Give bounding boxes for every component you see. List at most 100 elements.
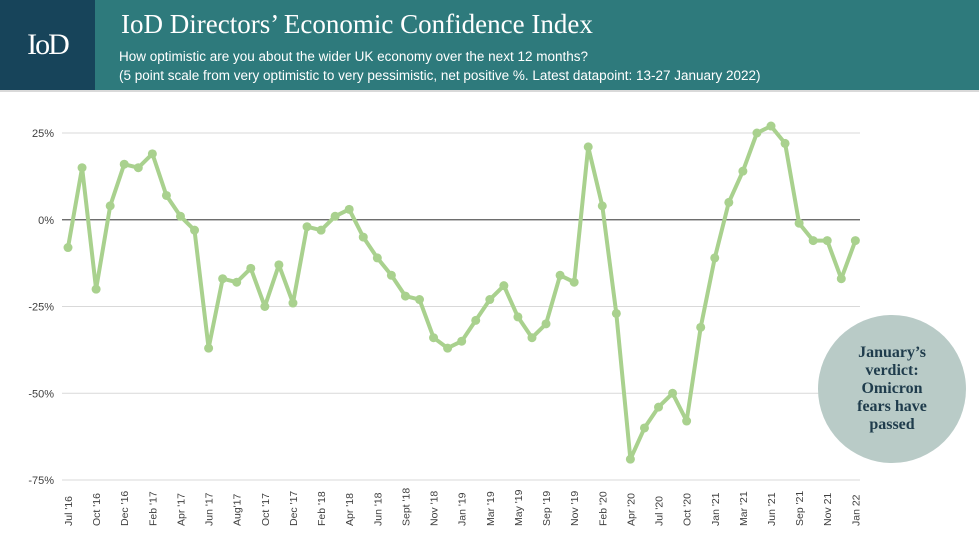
data-point: [499, 281, 509, 291]
data-point: [204, 343, 214, 353]
data-point: [625, 454, 635, 464]
x-tick-label: Jul '16: [63, 496, 75, 526]
data-point: [780, 138, 790, 148]
x-tick-label: Nov '19: [569, 491, 581, 526]
data-point: [738, 166, 748, 176]
data-point: [836, 274, 846, 284]
x-tick-label: Jun '21: [766, 492, 778, 526]
data-point: [400, 291, 410, 301]
x-tick-label: Dec '17: [288, 491, 300, 526]
x-tick-label: Mar '19: [485, 491, 497, 526]
data-point: [794, 218, 804, 228]
x-tick-label: Feb '18: [316, 491, 328, 526]
x-tick-label: Apr '17: [175, 493, 187, 526]
data-point: [569, 277, 579, 287]
subtitle-line-2: (5 point scale from very optimistic to v…: [119, 68, 761, 83]
data-point: [654, 402, 664, 412]
data-point: [808, 236, 818, 246]
data-point: [330, 211, 340, 221]
data-point: [513, 312, 523, 322]
data-point: [133, 163, 143, 173]
data-point: [232, 277, 242, 287]
data-point: [344, 204, 354, 214]
y-tick-label: 25%: [32, 128, 54, 140]
series-line: [66, 124, 858, 462]
x-tick-label: Sept '18: [400, 488, 412, 526]
data-point: [429, 333, 439, 343]
data-point: [766, 121, 776, 131]
data-point: [443, 343, 453, 353]
data-point: [710, 253, 720, 263]
page-title: IoD Directors’ Economic Confidence Index: [121, 9, 593, 39]
header-divider: [0, 90, 979, 92]
x-tick-label: Apr '20: [625, 493, 637, 526]
data-point: [358, 232, 368, 242]
data-point: [822, 236, 832, 246]
data-point: [91, 284, 101, 294]
confidence-line-chart: 25% 0% -25% -50% -75% Jul '16 Oct '16 Dec '16 Fe…: [28, 121, 862, 526]
data-point: [260, 302, 270, 311]
data-point: [372, 253, 382, 263]
data-point: [386, 270, 396, 280]
data-point: [682, 416, 692, 426]
data-point: [161, 190, 171, 200]
data-point: [583, 142, 593, 152]
data-point: [175, 211, 185, 221]
data-point: [119, 159, 129, 169]
data-point: [288, 298, 298, 308]
y-tick-label: -75%: [28, 475, 54, 487]
data-point: [668, 388, 678, 398]
data-point: [274, 260, 284, 270]
data-point: [485, 295, 495, 305]
x-tick-label: Jul '20: [654, 496, 666, 526]
y-tick-label: 0%: [38, 215, 54, 227]
data-point: [527, 333, 537, 343]
x-tick-label: Jun '18: [372, 492, 384, 526]
data-point: [471, 315, 481, 325]
data-point: [611, 308, 621, 318]
x-tick-label: Nov 21: [822, 493, 834, 526]
data-point: [415, 295, 424, 305]
data-point: [190, 225, 200, 235]
x-tick-label: Apr '18: [344, 493, 356, 526]
x-tick-label: Feb '17: [147, 491, 159, 526]
x-tick-label: Nov '18: [429, 491, 441, 526]
data-point: [316, 225, 326, 235]
iod-logo: IoD: [0, 0, 95, 90]
verdict-callout: January’s verdict: Omicron fears have pa…: [818, 315, 966, 463]
data-point: [724, 197, 734, 207]
data-point: [105, 201, 115, 211]
header-banner: IoD IoD Directors’ Economic Confidence I…: [0, 0, 979, 90]
x-tick-label: Feb '20: [597, 491, 609, 526]
logo-text: IoD: [27, 28, 70, 61]
data-point: [752, 128, 762, 138]
x-tick-label: Jan '19: [457, 492, 469, 526]
data-point: [541, 319, 551, 329]
data-point: [597, 201, 607, 211]
data-point: [457, 336, 467, 346]
x-tick-label: Aug'17: [232, 493, 244, 526]
callout-text: January’s verdict: Omicron fears have pa…: [857, 344, 927, 433]
data-point: [63, 243, 73, 253]
data-point: [850, 236, 860, 246]
x-tick-label: Oct '17: [260, 493, 272, 526]
x-tick-label: Jan 22: [850, 494, 862, 526]
data-point: [246, 263, 256, 273]
x-tick-label: Oct '20: [682, 493, 694, 526]
x-tick-label: Oct '16: [91, 493, 103, 526]
subtitle-line-1: How optimistic are you about the wider U…: [119, 49, 588, 64]
y-tick-label: -50%: [28, 388, 54, 400]
data-point: [555, 270, 565, 280]
x-tick-label: Dec '16: [119, 491, 131, 526]
x-tick-label: Sep '21: [794, 491, 806, 526]
data-point: [302, 222, 312, 232]
y-tick-label: -25%: [28, 302, 54, 314]
data-point: [77, 163, 87, 173]
x-tick-label: Mar '21: [738, 491, 750, 526]
x-tick-label: May '19: [513, 489, 525, 526]
data-point: [696, 322, 706, 332]
data-point: [218, 274, 228, 284]
data-point: [147, 149, 157, 159]
data-point: [639, 423, 649, 433]
x-tick-label: Sep '19: [541, 491, 553, 526]
